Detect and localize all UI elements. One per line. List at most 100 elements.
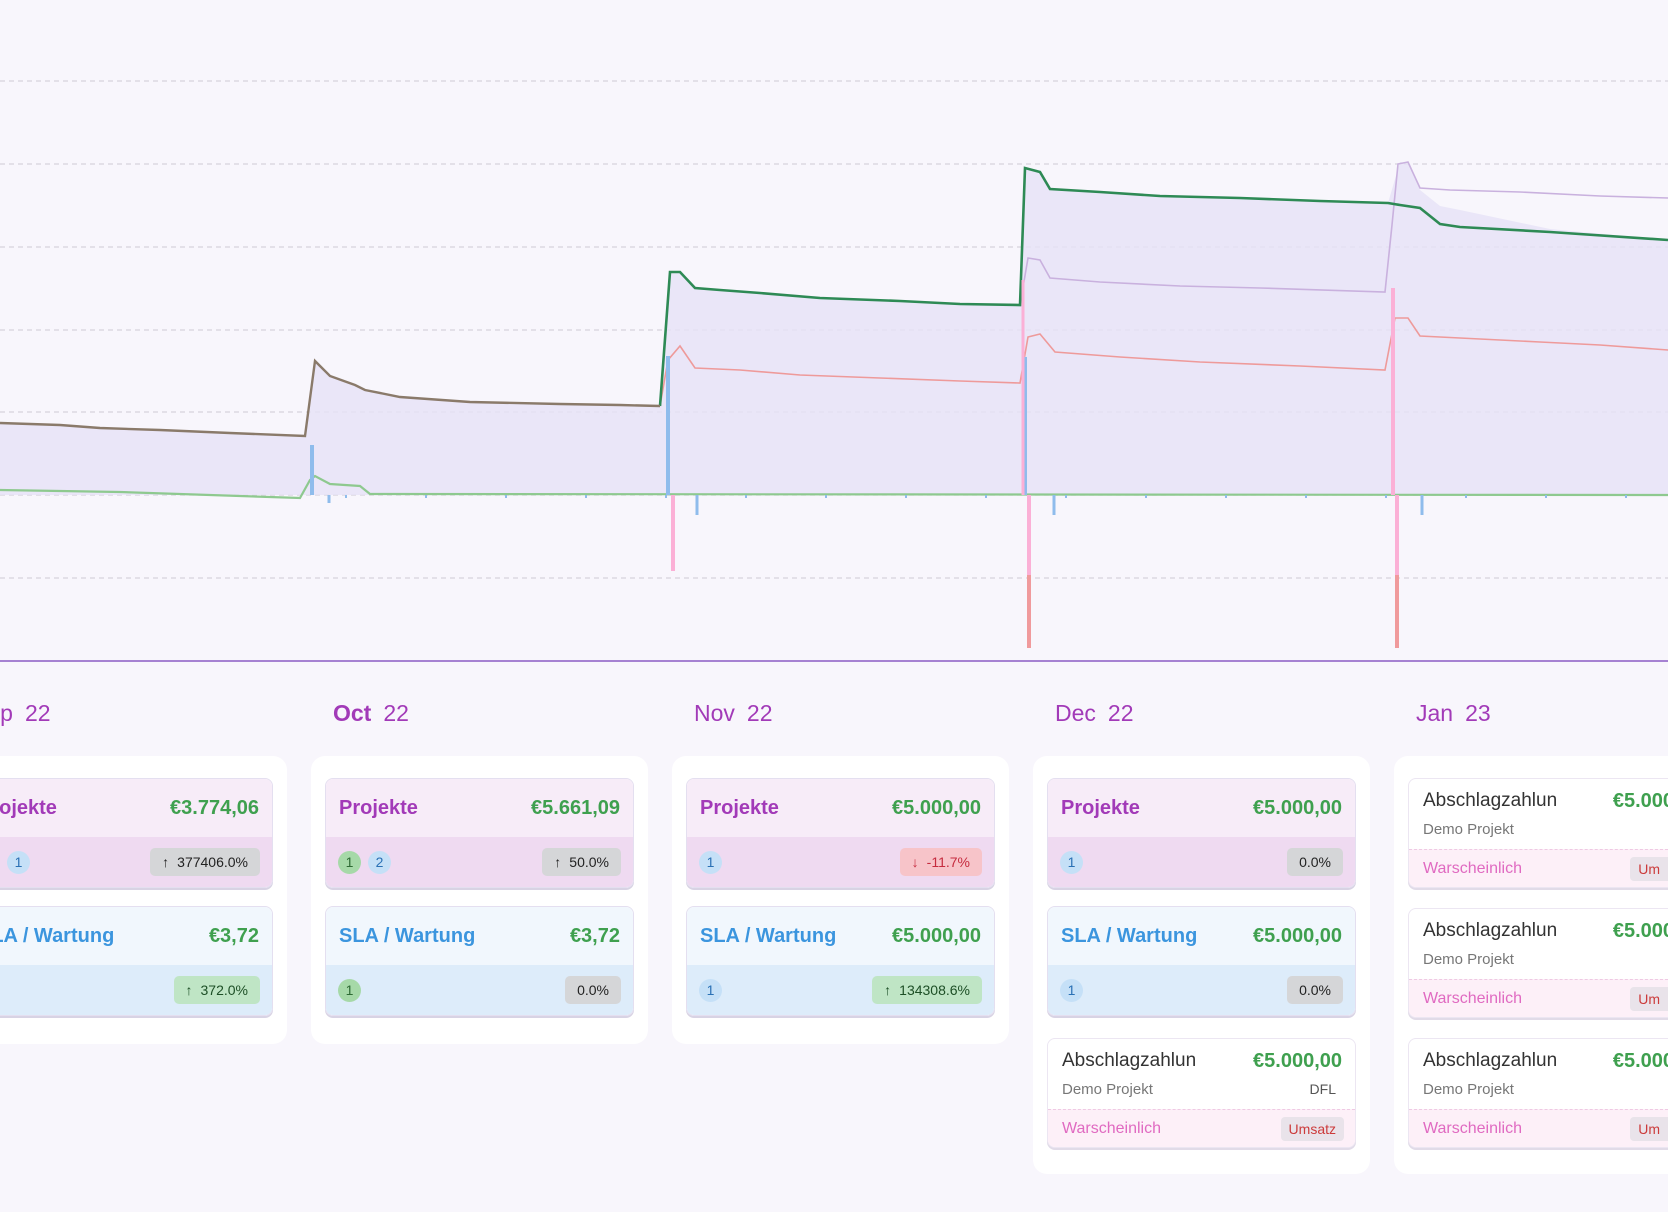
card-title: Projekte: [1061, 796, 1140, 819]
projekte-card[interactable]: Projekte €5.000,00 1 ↓ -11.7%: [686, 778, 995, 888]
arrow-up-icon: ↑: [185, 982, 193, 998]
sla-card[interactable]: SLA / Wartung €3,72 1 0.0%: [325, 906, 634, 1016]
chart-bar: [1391, 288, 1395, 495]
month-cards: Projekte €5.661,09 1 2 ↑ 50.0% SLA / Wart…: [311, 756, 648, 1044]
payment-amount: €5.000: [1612, 920, 1668, 942]
month-name: Nov: [694, 700, 735, 726]
sla-card[interactable]: SLA / Wartung €3,72 1 ↑372.0%: [0, 906, 273, 1016]
change-badge: ↓ -11.7%: [899, 848, 982, 876]
card-title: Projekte: [339, 796, 418, 819]
arrow-up-icon: ↑: [884, 982, 892, 998]
count-badge: 1: [338, 850, 361, 874]
month-year: 22: [746, 700, 773, 726]
series-line-purple: [1019, 161, 1668, 306]
chart-tick-bar: [665, 495, 667, 498]
payment-name: Abschlagzahlun: [1423, 920, 1558, 941]
chart-tick-bar: [505, 495, 507, 498]
chart-svg: [0, 80, 1668, 662]
payment-card[interactable]: Abschlagzahlun €5.000,00 Demo Projekt DF…: [1047, 1038, 1356, 1148]
month-year: 23: [1465, 700, 1491, 726]
chart-tick-bar: [585, 495, 587, 498]
payment-amount: €5.000,00: [1253, 1050, 1342, 1072]
month-cards: Abschlagzahlun €5.000 Demo Projekt Warsc…: [1394, 756, 1668, 1174]
projekte-card[interactable]: Projekte €3.774,06 1 1 ↑377406.0%: [0, 778, 273, 888]
payment-card[interactable]: Abschlagzahlun €5.000 Demo Projekt Warsc…: [1408, 1038, 1668, 1148]
chart-tick-bar: [1545, 495, 1547, 498]
count-badge: 1: [699, 850, 722, 874]
chart-tick-bar: [1225, 495, 1227, 498]
chart-tick-bar: [1465, 495, 1467, 498]
payment-tag: Umsatz: [1280, 1116, 1344, 1141]
month-cards: Projekte €5.000,00 1 0.0% SLA / Wartung …: [1033, 756, 1370, 1174]
month-name: Dec: [1055, 700, 1096, 726]
count-badge: 1: [699, 978, 722, 1002]
chart-bar: [1027, 575, 1031, 648]
series-line-brown: [0, 358, 661, 438]
chart-tick-bar: [345, 495, 347, 498]
chart-tick-bar: [1385, 495, 1387, 498]
chart-bar: [1027, 495, 1031, 648]
change-badge: 0.0%: [565, 976, 621, 1004]
chart-tick-bar: [905, 495, 907, 498]
payment-tag: Um: [1630, 986, 1668, 1011]
change-badge: ↑ 50.0%: [542, 848, 621, 876]
payment-name: Abschlagzahlun: [1423, 790, 1558, 811]
month-name: Jan: [1416, 700, 1454, 726]
chart-tick-bar: [1065, 495, 1067, 498]
count-badge: 1: [1060, 978, 1083, 1002]
change-badge: ↑ 134308.6%: [872, 976, 982, 1004]
chart-bar: [1420, 495, 1424, 515]
card-title: SLA / Wartung: [1061, 924, 1198, 947]
chart-bar: [1023, 357, 1027, 495]
payment-amount: €5.000: [1612, 790, 1668, 812]
chart-bar: [671, 495, 675, 571]
series-line-red: [659, 317, 1668, 407]
chart-bar: [1395, 575, 1399, 648]
projekte-card[interactable]: Projekte €5.000,00 1 0.0%: [1047, 778, 1356, 888]
month-year: 22: [24, 700, 51, 726]
change-badge: ↑ 377406.0%: [150, 848, 260, 876]
payment-card[interactable]: Abschlagzahlun €5.000 Demo Projekt Warsc…: [1408, 778, 1668, 888]
chart-bar: [1052, 495, 1056, 515]
payment-code: DFL: [1309, 1081, 1336, 1097]
projekte-card[interactable]: Projekte €5.661,09 1 2 ↑ 50.0%: [325, 778, 634, 888]
card-amount: €5.000,00: [1253, 796, 1342, 819]
chart-bar: [1021, 280, 1025, 495]
card-amount: €3.774,06: [170, 796, 259, 819]
payment-project: Demo Projekt: [1423, 821, 1514, 838]
month-heading[interactable]: Jan 23: [1416, 700, 1491, 727]
chart-tick-bar: [1625, 495, 1627, 498]
payment-status: Warscheinlich: [1423, 1119, 1522, 1137]
card-amount: €5.000,00: [892, 924, 981, 947]
count-badge: 1: [7, 850, 30, 874]
payment-status: Warscheinlich: [1423, 859, 1522, 877]
payment-card[interactable]: Abschlagzahlun €5.000 Demo Projekt Warsc…: [1408, 908, 1668, 1018]
card-amount: €5.661,09: [531, 796, 620, 819]
payment-project: Demo Projekt: [1423, 1081, 1514, 1098]
count-badge: 1: [1060, 850, 1083, 874]
month-heading[interactable]: Nov 22: [694, 700, 773, 727]
chart-bar: [666, 356, 670, 495]
card-amount: €5.000,00: [892, 796, 981, 819]
chart-bar: [310, 445, 314, 495]
month-heading[interactable]: Dec 22: [1055, 700, 1134, 727]
card-title: SLA / Wartung: [700, 924, 837, 947]
chart-bar: [1395, 495, 1399, 648]
chart-tick-bar: [985, 495, 987, 498]
sla-card[interactable]: SLA / Wartung €5.000,00 1 0.0%: [1047, 906, 1356, 1016]
change-badge: ↑ 372.0%: [173, 976, 260, 1004]
month-heading[interactable]: Oct 22: [333, 700, 409, 727]
card-amount: €5.000,00: [1253, 924, 1342, 947]
month-name: Sep: [0, 700, 13, 726]
payment-status: Warscheinlich: [1062, 1119, 1161, 1137]
change-badge: 0.0%: [1287, 848, 1343, 876]
series-line-green: [658, 166, 1668, 407]
payment-project: Demo Projekt: [1062, 1081, 1153, 1098]
card-amount: €3,72: [208, 924, 259, 947]
month-year: 22: [1107, 700, 1134, 726]
month-heading[interactable]: Sep 22: [0, 700, 51, 727]
card-title: SLA / Wartung: [339, 924, 476, 947]
chart-tick-bar: [745, 495, 747, 498]
sla-card[interactable]: SLA / Wartung €5.000,00 1 ↑ 134308.6%: [686, 906, 995, 1016]
month-year: 22: [383, 700, 409, 726]
